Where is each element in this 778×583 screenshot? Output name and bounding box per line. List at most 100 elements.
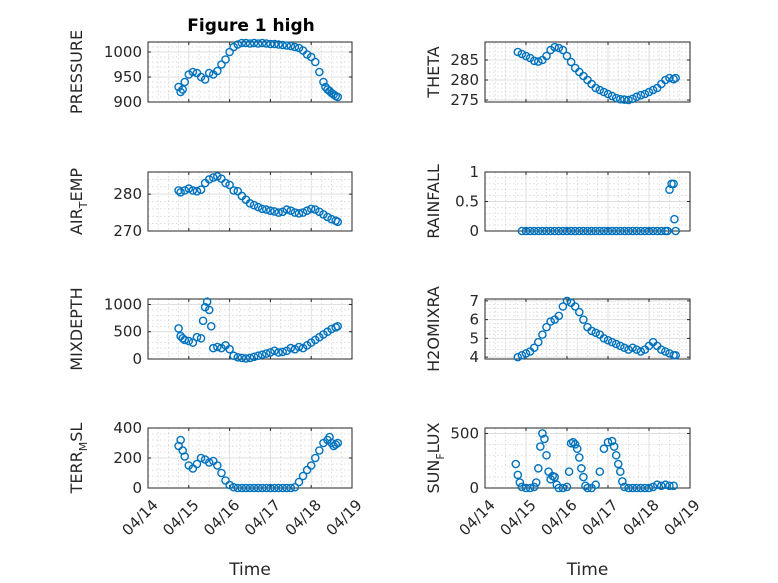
data-series	[517, 179, 680, 236]
x-tick-label: 04/16	[200, 496, 243, 539]
data-point	[540, 434, 549, 444]
data-point	[200, 75, 210, 84]
data-point	[245, 39, 255, 48]
y-axis-label: THETA	[424, 46, 443, 98]
data-point	[550, 42, 560, 52]
data-point	[628, 226, 637, 236]
data-point	[640, 226, 650, 236]
data-series	[513, 42, 680, 105]
data-point	[237, 483, 247, 493]
y-tick-label: 280	[113, 185, 142, 203]
data-point	[270, 207, 279, 216]
data-point	[652, 480, 662, 490]
data-point	[632, 345, 642, 354]
data-point	[620, 343, 629, 353]
data-point	[262, 349, 271, 358]
data-point	[529, 482, 539, 492]
data-point	[599, 87, 609, 97]
data-point	[282, 205, 292, 214]
data-point	[591, 83, 601, 93]
y-tick-label: 400	[113, 419, 142, 437]
data-point	[546, 226, 555, 236]
data-point	[196, 185, 206, 194]
data-point	[624, 95, 633, 105]
data-point	[221, 178, 230, 188]
axes-frame	[484, 298, 691, 360]
y-tick-label: 0.5	[455, 193, 479, 211]
data-point	[178, 85, 187, 94]
x-tick-label: 04/15	[496, 496, 539, 539]
data-point	[607, 436, 617, 446]
y-axis-label: SUNFLUX	[424, 422, 447, 493]
data-series	[174, 432, 343, 493]
data-point	[534, 337, 543, 347]
x-tick-label: 04/14	[455, 496, 498, 539]
data-point	[278, 207, 287, 217]
data-point	[262, 205, 271, 214]
data-point	[333, 92, 343, 102]
data-point	[198, 316, 208, 326]
data-point	[333, 217, 343, 227]
data-point	[640, 483, 650, 493]
data-point	[663, 226, 672, 236]
data-point	[249, 38, 259, 48]
data-point	[534, 464, 543, 473]
data-point	[636, 347, 646, 356]
data-point	[632, 92, 642, 102]
data-point	[570, 226, 580, 236]
x-tick-label: 04/18	[619, 496, 662, 539]
data-point	[562, 482, 572, 492]
data-point	[562, 51, 572, 61]
x-tick-label: 04/15	[159, 496, 202, 539]
data-point	[603, 89, 613, 99]
data-point	[583, 483, 592, 493]
data-point	[577, 464, 586, 473]
data-point	[628, 483, 637, 493]
data-point	[241, 38, 251, 48]
data-point	[204, 175, 214, 184]
data-point	[599, 226, 609, 236]
subplot-pressure: 900 950 1000 PRESSURE	[67, 30, 353, 114]
data-point	[657, 226, 666, 236]
data-point	[611, 226, 621, 236]
data-point	[302, 206, 312, 216]
data-point	[648, 226, 658, 236]
data-point	[180, 452, 190, 461]
data-point	[290, 208, 300, 217]
data-point	[572, 444, 582, 454]
data-point	[270, 346, 279, 356]
data-point	[208, 343, 218, 353]
data-point	[603, 335, 613, 345]
data-point	[274, 348, 283, 357]
x-tick-label: 04/17	[241, 496, 284, 539]
data-point	[225, 344, 234, 354]
data-point	[525, 226, 535, 236]
subplot-theta: 275 280 285 THETA	[424, 41, 691, 109]
data-point	[310, 57, 320, 67]
y-tick-label: 950	[113, 68, 142, 86]
data-point	[628, 94, 637, 104]
y-tick-label: 285	[450, 51, 479, 69]
data-point	[570, 302, 580, 311]
y-tick-label: 0	[132, 479, 142, 497]
data-point	[613, 459, 623, 469]
data-point	[306, 52, 316, 62]
data-point	[616, 226, 625, 236]
data-point	[306, 204, 316, 214]
x-tick-label: 04/18	[282, 496, 325, 539]
y-axis-label: RAINFALL	[424, 164, 443, 239]
subplot-terr-msl: 0 200 400 TERRMSL 04/1404/1504/1604/1704/180…	[67, 419, 366, 580]
data-point	[616, 341, 625, 351]
data-point	[286, 206, 296, 216]
data-point	[609, 442, 619, 451]
data-point	[640, 89, 650, 99]
data-point	[538, 330, 547, 339]
data-point	[595, 467, 605, 476]
data-point	[270, 483, 279, 493]
data-point	[575, 226, 584, 236]
data-point	[196, 453, 206, 463]
data-point	[554, 43, 564, 53]
data-point	[237, 38, 247, 48]
data-point	[180, 77, 190, 87]
data-point	[257, 350, 267, 359]
